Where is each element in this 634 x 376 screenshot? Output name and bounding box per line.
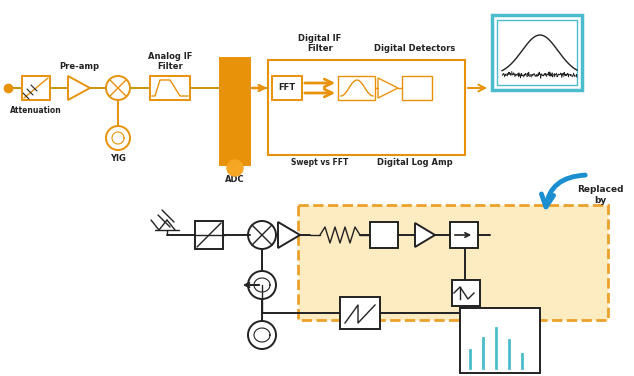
Bar: [460, 308, 540, 373]
Bar: [340, 297, 380, 329]
Bar: [195, 221, 223, 249]
Bar: [298, 205, 608, 320]
Circle shape: [248, 321, 276, 349]
Circle shape: [106, 126, 130, 150]
Circle shape: [227, 160, 243, 176]
Text: Digital Detectors: Digital Detectors: [374, 44, 456, 53]
FancyArrowPatch shape: [541, 175, 585, 207]
Bar: [402, 76, 432, 100]
Bar: [220, 58, 250, 165]
Text: Replaced
by: Replaced by: [577, 185, 623, 205]
Text: Analog IF
Filter: Analog IF Filter: [148, 52, 192, 71]
Text: Pre-amp: Pre-amp: [59, 62, 99, 71]
Text: ADC: ADC: [225, 175, 245, 184]
Polygon shape: [415, 223, 435, 247]
Bar: [272, 76, 302, 100]
Text: Swept vs FFT: Swept vs FFT: [291, 158, 349, 167]
Bar: [450, 222, 478, 248]
Circle shape: [248, 221, 276, 249]
Text: Attenuation: Attenuation: [10, 106, 62, 115]
Bar: [492, 15, 582, 90]
Text: YIG: YIG: [110, 154, 126, 163]
Text: FFT: FFT: [278, 83, 295, 92]
Bar: [268, 60, 465, 155]
Text: Digital IF
Filter: Digital IF Filter: [299, 33, 342, 53]
Polygon shape: [378, 78, 398, 98]
Bar: [370, 222, 398, 248]
Bar: [150, 76, 190, 100]
Bar: [452, 280, 480, 306]
Polygon shape: [278, 222, 300, 248]
Bar: [497, 20, 577, 85]
Circle shape: [106, 76, 130, 100]
Bar: [338, 76, 375, 100]
Polygon shape: [68, 76, 90, 100]
Circle shape: [248, 271, 276, 299]
Text: Digital Log Amp: Digital Log Amp: [377, 158, 453, 167]
Bar: [22, 76, 50, 100]
